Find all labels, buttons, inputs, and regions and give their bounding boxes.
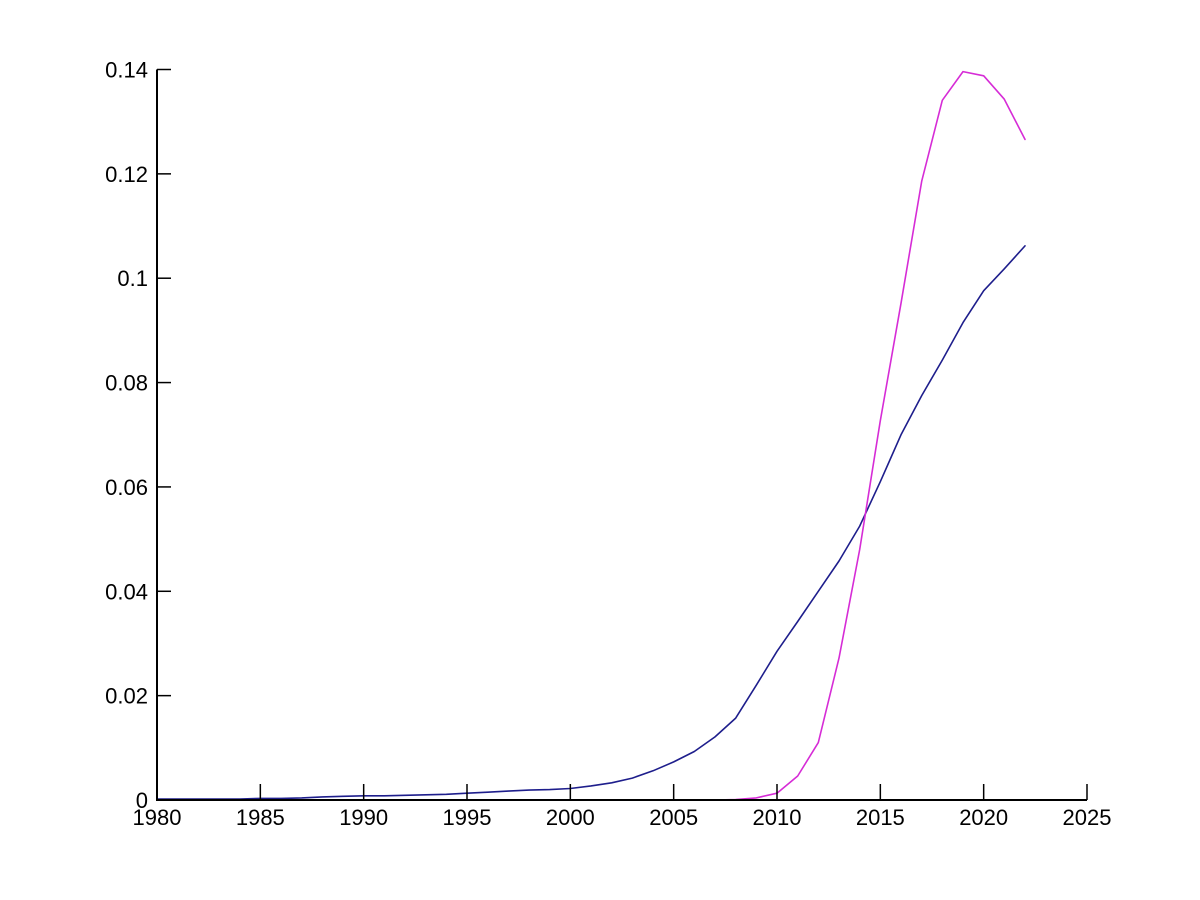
x-tick-label: 2000 — [546, 805, 595, 830]
y-tick-label: 0.08 — [105, 371, 148, 396]
y-tick-label: 0.06 — [105, 475, 148, 500]
x-tick-label: 1990 — [339, 805, 388, 830]
x-tick-label: 1980 — [133, 805, 182, 830]
x-tick-label: 1985 — [236, 805, 285, 830]
axis-spines — [156, 69, 1087, 801]
blue-series-line — [156, 245, 1026, 800]
x-tick-label: 2015 — [856, 805, 905, 830]
y-tick-label: 0.14 — [105, 58, 148, 83]
y-tick-label: 0.12 — [105, 162, 148, 187]
x-tick-label: 2010 — [753, 805, 802, 830]
magenta-series-line — [156, 70, 1026, 801]
y-tick-label: 0.1 — [117, 266, 148, 291]
x-tick-label: 2020 — [959, 805, 1008, 830]
x-tick-label: 1995 — [443, 805, 492, 830]
y-tick-label: 0.02 — [105, 684, 148, 709]
y-tick-label: 0 — [136, 788, 148, 813]
x-tick-label: 2005 — [649, 805, 698, 830]
x-tick-label: 2025 — [1063, 805, 1112, 830]
y-tick-label: 0.04 — [105, 579, 148, 604]
